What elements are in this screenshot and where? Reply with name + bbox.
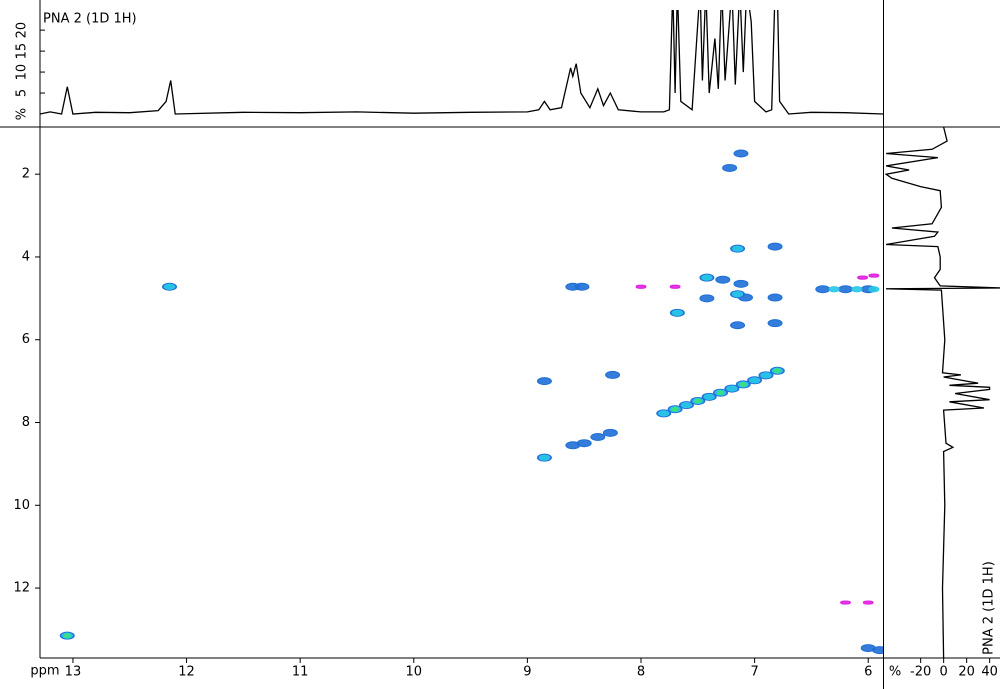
y-tick-label: 10 <box>15 64 30 81</box>
cross-peak <box>733 279 749 288</box>
cross-peak <box>538 454 550 461</box>
cross-peak <box>574 282 590 291</box>
cross-peak <box>726 385 738 392</box>
y-tick-label: 15 <box>15 43 30 60</box>
cross-peak <box>862 600 874 605</box>
cross-peak <box>602 428 618 437</box>
x-tick-label: 40 <box>981 665 998 680</box>
cross-peak <box>851 286 863 293</box>
y-tick-label: 2 <box>22 167 30 182</box>
cross-peak <box>715 275 731 284</box>
x-tick-label: 20 <box>958 665 975 680</box>
y-tick-label: 12 <box>13 581 30 596</box>
cross-peak <box>669 284 681 289</box>
cross-peak <box>767 293 783 302</box>
x-axis-label: ppm <box>30 664 59 679</box>
cross-peak <box>732 245 744 252</box>
trace-group <box>885 127 1000 658</box>
cross-peak <box>767 242 783 251</box>
spectrum-trace <box>885 127 1000 658</box>
y-tick-label: 4 <box>22 249 30 264</box>
trace-group <box>40 10 883 115</box>
y-tick-label: 6 <box>22 332 30 347</box>
cross-peak <box>773 368 781 374</box>
cross-peak <box>699 294 715 303</box>
cross-peak <box>63 633 71 638</box>
cross-peak <box>703 393 715 400</box>
cross-peak <box>815 285 831 294</box>
cross-peak <box>590 432 606 441</box>
x-tick-label: 9 <box>523 665 531 680</box>
cross-peak <box>739 382 747 387</box>
right-title: PNA 2 (1D 1H) <box>982 561 997 655</box>
x-tick-label: -20 <box>910 665 931 680</box>
cross-peak <box>658 410 670 417</box>
cross-peak <box>164 283 176 290</box>
cross-peak <box>868 273 880 278</box>
top-y-label: % <box>15 108 30 120</box>
cross-peak <box>838 285 854 294</box>
x-tick-label: 10 <box>406 665 423 680</box>
right-x-label: % <box>889 665 901 680</box>
cross-peak <box>722 163 738 172</box>
cross-peak <box>767 319 783 328</box>
contour-group <box>59 149 883 655</box>
cross-peak <box>671 406 679 412</box>
cross-peak <box>635 284 647 289</box>
cross-peak <box>760 372 772 379</box>
cross-peak <box>733 149 749 158</box>
cross-peak <box>694 398 702 404</box>
y-tick-label: 8 <box>22 415 30 430</box>
cross-peak <box>576 439 592 448</box>
cross-peak <box>732 291 744 298</box>
x-tick-label: 8 <box>637 665 645 680</box>
x-tick-label: 13 <box>65 665 82 680</box>
x-tick-label: 0 <box>940 665 948 680</box>
cross-peak <box>605 370 621 379</box>
cross-peak <box>872 646 883 655</box>
cross-peak <box>749 377 761 384</box>
cross-peak <box>701 274 713 281</box>
cross-peak <box>536 377 552 386</box>
x-tick-label: 7 <box>750 665 758 680</box>
cross-peak <box>868 286 880 293</box>
cross-peak <box>671 309 683 316</box>
cross-peak <box>717 390 725 396</box>
y-tick-label: 10 <box>13 498 30 513</box>
y-tick-label: 5 <box>15 89 30 97</box>
cross-peak <box>730 321 746 330</box>
x-tick-label: 12 <box>178 665 195 680</box>
x-tick-label: 11 <box>292 665 309 680</box>
cross-peak <box>840 600 852 605</box>
cross-peak <box>857 275 869 280</box>
x-tick-label: 6 <box>864 665 872 680</box>
y-tick-label: 20 <box>15 22 30 39</box>
cross-peak <box>680 402 692 409</box>
top-title: PNA 2 (1D 1H) <box>43 12 137 27</box>
cross-peak <box>828 286 840 293</box>
spectrum-trace <box>40 10 883 115</box>
